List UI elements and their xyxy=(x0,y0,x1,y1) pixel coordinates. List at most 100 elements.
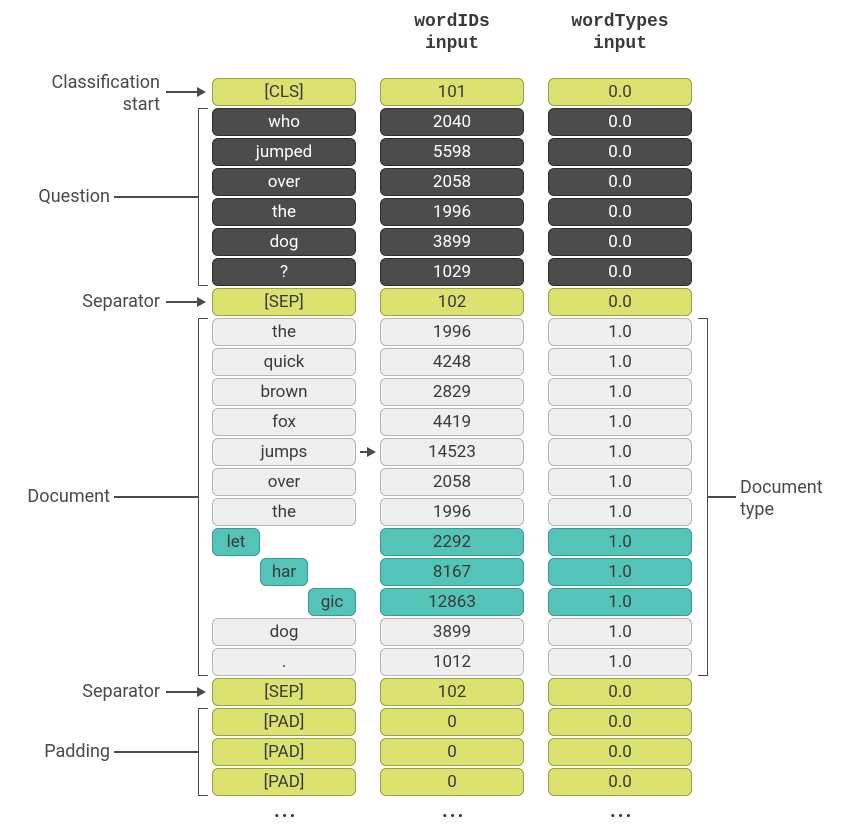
subtoken-cell: gic xyxy=(308,588,356,616)
ellipsis: ... xyxy=(442,798,465,822)
arrow-line xyxy=(166,301,198,303)
token-cell: fox xyxy=(212,408,356,436)
token-cell: the xyxy=(212,318,356,346)
token-cell: dog xyxy=(212,228,356,256)
id-cell: 0 xyxy=(380,738,524,766)
id-cell: 0 xyxy=(380,768,524,796)
subtoken-cell: har xyxy=(260,558,308,586)
id-cell: 2292 xyxy=(380,528,524,556)
id-cell: 4419 xyxy=(380,408,524,436)
id-cell: 1012 xyxy=(380,648,524,676)
label-cls-l2: start xyxy=(123,94,160,115)
label-doctype-l2: type xyxy=(740,499,774,520)
id-cell: 1996 xyxy=(380,498,524,526)
type-cell: 1.0 xyxy=(548,468,692,496)
id-cell: 101 xyxy=(380,78,524,106)
type-cell: 1.0 xyxy=(548,438,692,466)
arrow-head-icon xyxy=(367,447,376,457)
header-wordids-l2: input xyxy=(380,34,524,56)
type-cell: 1.0 xyxy=(548,558,692,586)
bracket-document xyxy=(198,318,208,676)
type-cell: 0.0 xyxy=(548,288,692,316)
label-document: Document xyxy=(27,486,110,507)
bracket-padding xyxy=(198,708,208,796)
subtoken-cell: let xyxy=(212,528,260,556)
arrow-line xyxy=(166,91,198,93)
type-cell: 1.0 xyxy=(548,378,692,406)
id-cell: 3899 xyxy=(380,228,524,256)
type-cell: 1.0 xyxy=(548,648,692,676)
type-cell: 0.0 xyxy=(548,138,692,166)
token-cell: [PAD] xyxy=(212,738,356,766)
arrow-line xyxy=(166,691,198,693)
label-doctype-l1: Document xyxy=(740,477,823,498)
id-cell: 3899 xyxy=(380,618,524,646)
type-cell: 0.0 xyxy=(548,768,692,796)
type-cell: 1.0 xyxy=(548,618,692,646)
ellipsis: ... xyxy=(610,798,633,822)
type-cell: 0.0 xyxy=(548,228,692,256)
type-cell: 0.0 xyxy=(548,708,692,736)
bracket-doctype xyxy=(698,318,708,676)
label-question: Question xyxy=(38,186,110,207)
token-cell: jumps xyxy=(212,438,356,466)
token-cell: over xyxy=(212,468,356,496)
type-cell: 1.0 xyxy=(548,528,692,556)
bracket-question xyxy=(198,108,208,286)
token-cell: quick xyxy=(212,348,356,376)
label-sep2: Separator xyxy=(82,681,160,702)
token-cell: jumped xyxy=(212,138,356,166)
bracket-conn xyxy=(708,496,736,498)
token-cell: dog xyxy=(212,618,356,646)
id-cell: 12863 xyxy=(380,588,524,616)
id-cell: 1996 xyxy=(380,318,524,346)
id-cell: 4248 xyxy=(380,348,524,376)
header-wordtypes-l1: wordTypes xyxy=(548,12,692,34)
bracket-conn xyxy=(114,196,198,198)
id-cell: 0 xyxy=(380,708,524,736)
type-cell: 1.0 xyxy=(548,348,692,376)
ellipsis: ... xyxy=(274,798,297,822)
type-cell: 0.0 xyxy=(548,258,692,286)
token-cell: [CLS] xyxy=(212,78,356,106)
type-cell: 0.0 xyxy=(548,738,692,766)
type-cell: 1.0 xyxy=(548,498,692,526)
type-cell: 0.0 xyxy=(548,198,692,226)
id-cell: 1029 xyxy=(380,258,524,286)
id-cell: 5598 xyxy=(380,138,524,166)
type-cell: 0.0 xyxy=(548,168,692,196)
type-cell: 0.0 xyxy=(548,78,692,106)
id-cell: 2829 xyxy=(380,378,524,406)
type-cell: 0.0 xyxy=(548,678,692,706)
type-cell: 1.0 xyxy=(548,588,692,616)
token-cell: brown xyxy=(212,378,356,406)
arrow-head-icon xyxy=(197,687,206,697)
token-cell: [PAD] xyxy=(212,768,356,796)
id-cell: 14523 xyxy=(380,438,524,466)
token-cell: [SEP] xyxy=(212,288,356,316)
bracket-conn xyxy=(114,496,198,498)
id-cell: 2040 xyxy=(380,108,524,136)
id-cell: 2058 xyxy=(380,468,524,496)
id-cell: 102 xyxy=(380,288,524,316)
token-cell: over xyxy=(212,168,356,196)
type-cell: 1.0 xyxy=(548,408,692,436)
type-cell: 0.0 xyxy=(548,108,692,136)
label-padding: Padding xyxy=(44,741,110,762)
arrow-head-icon xyxy=(197,297,206,307)
token-cell: [PAD] xyxy=(212,708,356,736)
type-cell: 1.0 xyxy=(548,318,692,346)
label-cls-l1: Classification xyxy=(51,72,160,93)
token-cell: ? xyxy=(212,258,356,286)
token-cell: [SEP] xyxy=(212,678,356,706)
id-cell: 2058 xyxy=(380,168,524,196)
header-wordtypes-l2: input xyxy=(548,34,692,56)
token-cell: . xyxy=(212,648,356,676)
token-cell: who xyxy=(212,108,356,136)
header-wordids-l1: wordIDs xyxy=(380,12,524,34)
label-sep1: Separator xyxy=(82,291,160,312)
id-cell: 1996 xyxy=(380,198,524,226)
id-cell: 102 xyxy=(380,678,524,706)
arrow-head-icon xyxy=(197,87,206,97)
token-cell: the xyxy=(212,198,356,226)
